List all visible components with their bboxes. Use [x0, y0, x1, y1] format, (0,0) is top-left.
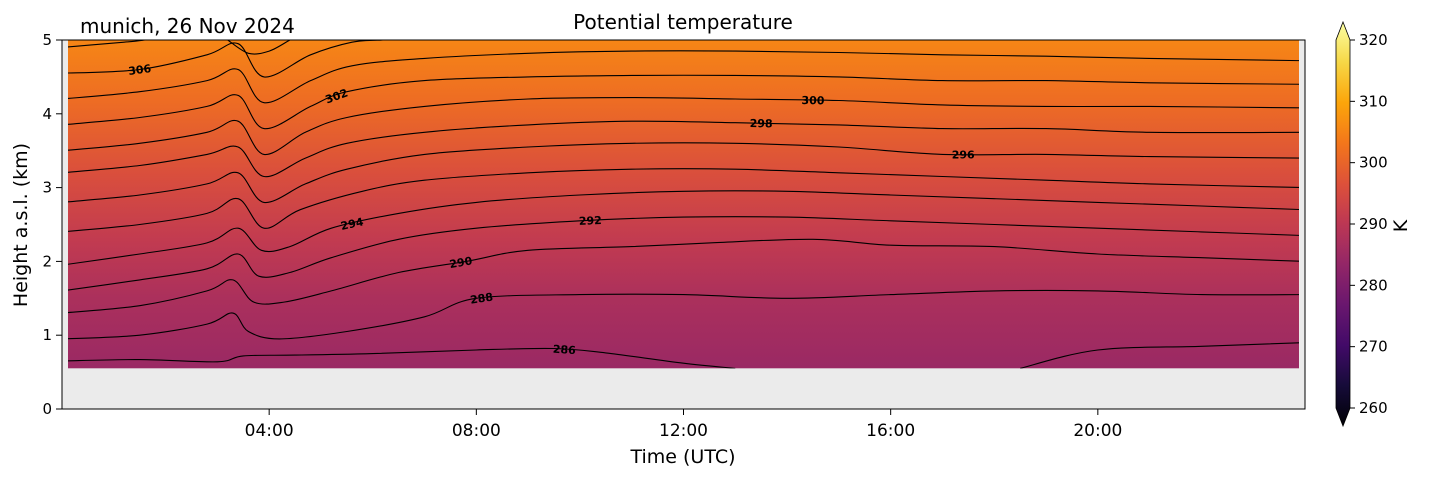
- contour-label: 288: [469, 291, 494, 307]
- contour-label: 290: [448, 254, 473, 271]
- contour-label: 286: [552, 343, 576, 358]
- colorbar-tick-label: 320: [1359, 31, 1388, 49]
- contour-line: [68, 168, 1299, 232]
- contour-label: 296: [952, 148, 975, 161]
- y-tick-label: 5: [42, 31, 52, 49]
- temperature-field: [68, 40, 1299, 369]
- contour-label: 298: [750, 117, 773, 130]
- contour-line: [68, 238, 1299, 314]
- y-tick-label: 4: [42, 105, 52, 123]
- contour-line: [68, 216, 1299, 291]
- contour-line: [68, 97, 1299, 155]
- contour-label: 292: [579, 214, 602, 228]
- colorbar-tick-label: 260: [1359, 399, 1388, 417]
- colorbar-tick-label: 280: [1359, 276, 1388, 294]
- contour-lines: [68, 40, 1299, 369]
- x-tick-label: 04:00: [245, 421, 294, 441]
- contour-label: 294: [340, 215, 366, 233]
- contour-line: [68, 74, 1299, 130]
- contour-label: 306: [128, 62, 153, 78]
- contour-line: [68, 289, 1299, 340]
- y-tick-label: 1: [42, 326, 52, 344]
- y-tick-label: 3: [42, 179, 52, 197]
- y-axis-label: Height a.s.l. (km): [10, 143, 32, 307]
- x-tick-label: 08:00: [452, 421, 501, 441]
- contour-line: [68, 40, 384, 78]
- chart-subtitle: munich, 26 Nov 2024: [80, 14, 295, 38]
- x-tick-label: 20:00: [1073, 421, 1122, 441]
- chart-title: Potential temperature: [573, 10, 793, 34]
- contour-line: [68, 190, 1299, 265]
- contour-label: 300: [801, 94, 824, 107]
- contour-line: [68, 142, 1299, 203]
- x-tick-label: 12:00: [659, 421, 708, 441]
- colorbar-scale: [1335, 20, 1351, 428]
- colorbar-tick-label: 310: [1359, 92, 1388, 110]
- y-tick-label: 0: [42, 400, 52, 418]
- x-axis: 04:00 08:00 12:00 16:00 20:00: [245, 409, 1122, 441]
- colorbar: 260 270 280 290 300 310 320: [1335, 20, 1388, 428]
- y-axis: 0 1 2 3 4 5: [42, 31, 62, 418]
- y-tick-label: 2: [42, 252, 52, 270]
- colorbar-label: K: [1390, 219, 1412, 232]
- colorbar-ticks: 260 270 280 290 300 310 320: [1350, 31, 1388, 417]
- contour-line: [1019, 342, 1299, 369]
- colorbar-tick-label: 290: [1359, 215, 1388, 233]
- colorbar-tick-label: 270: [1359, 338, 1388, 356]
- contour-line: [227, 40, 291, 55]
- contour-line: [68, 347, 736, 369]
- x-axis-label: Time (UTC): [629, 446, 735, 468]
- contour-line: [68, 50, 1299, 104]
- contour-line: [68, 120, 1299, 178]
- x-tick-label: 16:00: [866, 421, 915, 441]
- colorbar-tick-label: 300: [1359, 154, 1388, 172]
